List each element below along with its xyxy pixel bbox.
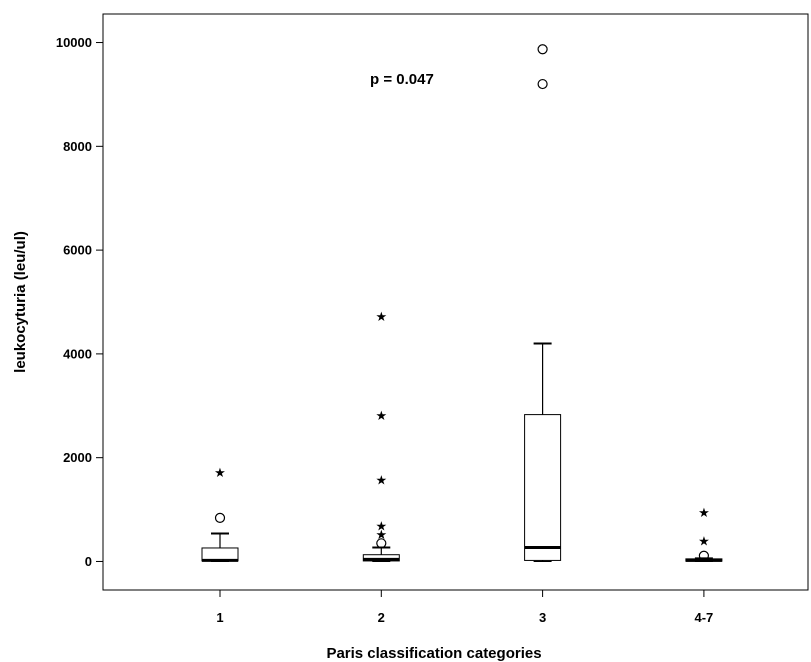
plot-frame <box>102 13 809 591</box>
p-value-annotation: p = 0.047 <box>370 71 434 88</box>
iqr-box <box>524 414 562 561</box>
extreme-point: ★ <box>375 473 387 488</box>
x-axis: 1 2 3 4-7 <box>216 590 713 625</box>
extreme-point: ★ <box>698 506 710 521</box>
y-tick-label: 2000 <box>63 450 92 465</box>
outlier-point <box>698 550 710 561</box>
box-group <box>524 44 562 563</box>
y-tick-label: 10000 <box>56 35 92 50</box>
extreme-point: ★ <box>375 409 387 424</box>
x-tick-label: 1 <box>216 610 223 625</box>
x-axis-title: Paris classification categories <box>326 645 541 662</box>
y-axis-title: leukocyturia (leu/ul) <box>12 231 29 373</box>
boxes: ★★★★★★★★ <box>201 44 723 563</box>
y-axis: 0 2000 4000 6000 8000 10000 <box>56 35 103 569</box>
outlier-point <box>537 44 548 55</box>
box-group: ★ <box>201 466 239 563</box>
extreme-point: ★ <box>214 466 226 481</box>
outlier-point <box>214 512 226 523</box>
box-group: ★★ <box>685 506 723 563</box>
extreme-point: ★ <box>375 528 387 543</box>
box-group: ★★★★★ <box>362 310 400 563</box>
extreme-point: ★ <box>698 535 710 550</box>
y-tick-label: 0 <box>85 554 92 569</box>
outlier-point <box>376 538 387 549</box>
x-tick-label: 2 <box>378 610 385 625</box>
y-tick-label: 6000 <box>63 243 92 258</box>
x-tick-label: 4-7 <box>695 610 714 625</box>
y-tick-label: 8000 <box>63 139 92 154</box>
outlier-point <box>537 78 548 90</box>
extreme-point: ★ <box>375 310 387 325</box>
extreme-point: ★ <box>375 520 387 535</box>
x-tick-label: 3 <box>539 610 546 625</box>
y-tick-label: 4000 <box>63 346 92 361</box>
iqr-box <box>362 554 400 562</box>
